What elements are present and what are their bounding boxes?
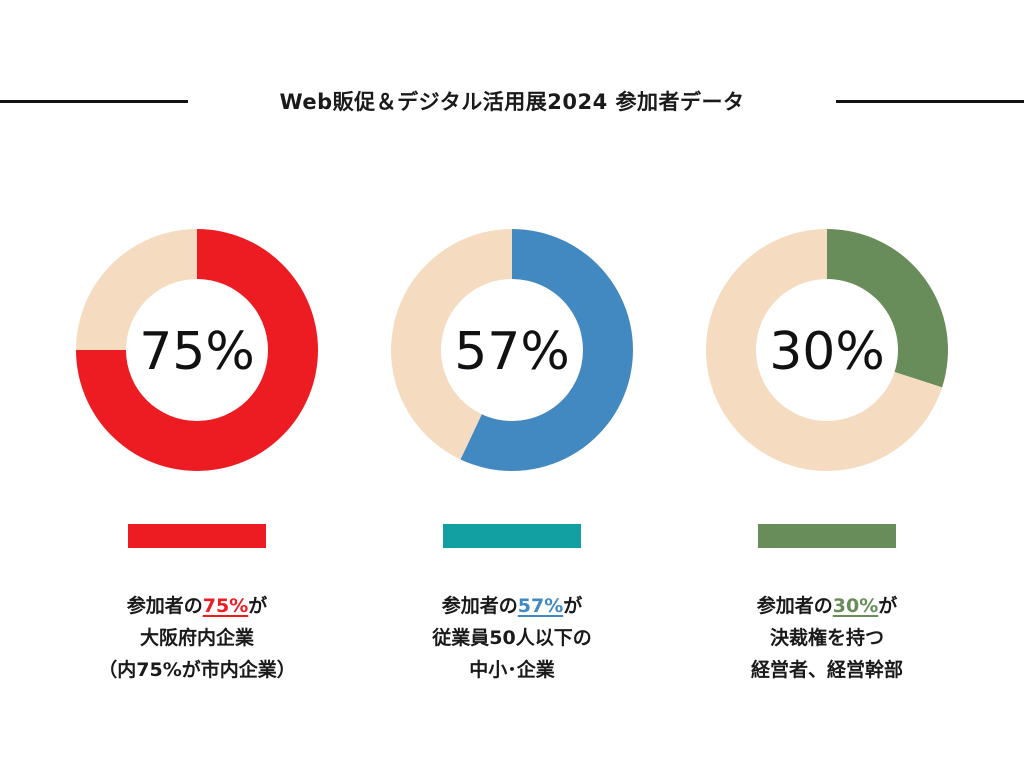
- caption-3-line-2: 決裁権を持つ: [769, 627, 884, 649]
- caption-2-line-3: 中小･企業: [469, 659, 555, 681]
- donut-chart-3: 30%: [705, 228, 949, 472]
- caption-3: 参加者の30%が 決裁権を持つ 経営者、経営幹部: [677, 590, 977, 686]
- title-row: Web販促＆デジタル活用展2024 参加者データ: [0, 84, 1024, 120]
- caption-1-line-2: 大阪府内企業: [139, 627, 254, 649]
- donut-1-slice-1: [76, 229, 318, 471]
- donut-svg-2: 57%: [390, 229, 633, 471]
- donut-svg-1: 75%: [76, 229, 318, 471]
- stat-panel-1: 75% 参加者の75%が 大阪府内企業 （内75%が市内企業）: [47, 220, 347, 700]
- donut-3-slice-2: [706, 229, 943, 471]
- donut-3-slice-1: [827, 229, 948, 388]
- title-divider-right: [836, 100, 1024, 103]
- caption-1-post: が: [248, 595, 268, 617]
- donut-2-slice-1: [460, 229, 633, 471]
- title-divider-left: [0, 100, 188, 103]
- caption-2: 参加者の57%が 従業員50人以下の 中小･企業: [362, 590, 662, 686]
- donut-2-slice-2: [390, 229, 512, 460]
- color-bar-2: [443, 524, 581, 548]
- caption-2-highlight: 57%: [517, 595, 564, 617]
- caption-3-line-3: 経営者、経営幹部: [750, 659, 903, 681]
- stat-panel-3: 30% 参加者の30%が 決裁権を持つ 経営者、経営幹部: [677, 220, 977, 700]
- donut-chart-1: 75%: [75, 228, 319, 472]
- donut-svg-3: 30%: [706, 229, 948, 471]
- caption-1: 参加者の75%が 大阪府内企業 （内75%が市内企業）: [47, 590, 347, 686]
- caption-1-pre: 参加者の: [126, 595, 203, 617]
- caption-3-post: が: [878, 595, 898, 617]
- caption-3-highlight: 30%: [832, 595, 879, 617]
- caption-1-line-3: （内75%が市内企業）: [98, 659, 296, 681]
- donut-chart-2: 57%: [390, 228, 634, 472]
- caption-1-highlight: 75%: [202, 595, 249, 617]
- donut-1-slice-2: [76, 229, 197, 350]
- caption-2-line-1: 参加者の57%が: [362, 590, 662, 622]
- caption-3-line-1: 参加者の30%が: [677, 590, 977, 622]
- caption-2-pre: 参加者の: [441, 595, 518, 617]
- donut-3-center-label: 30%: [769, 322, 885, 382]
- donut-2-center-label: 57%: [454, 322, 570, 382]
- stat-panel-2: 57% 参加者の57%が 従業員50人以下の 中小･企業: [362, 220, 662, 700]
- page-title: Web販促＆デジタル活用展2024 参加者データ: [279, 90, 745, 114]
- caption-2-post: が: [563, 595, 583, 617]
- caption-1-line-1: 参加者の75%が: [47, 590, 347, 622]
- color-bar-3: [758, 524, 896, 548]
- color-bar-1: [128, 524, 266, 548]
- caption-2-line-2: 従業員50人以下の: [432, 627, 592, 649]
- donut-1-center-label: 75%: [139, 322, 255, 382]
- caption-3-pre: 参加者の: [756, 595, 833, 617]
